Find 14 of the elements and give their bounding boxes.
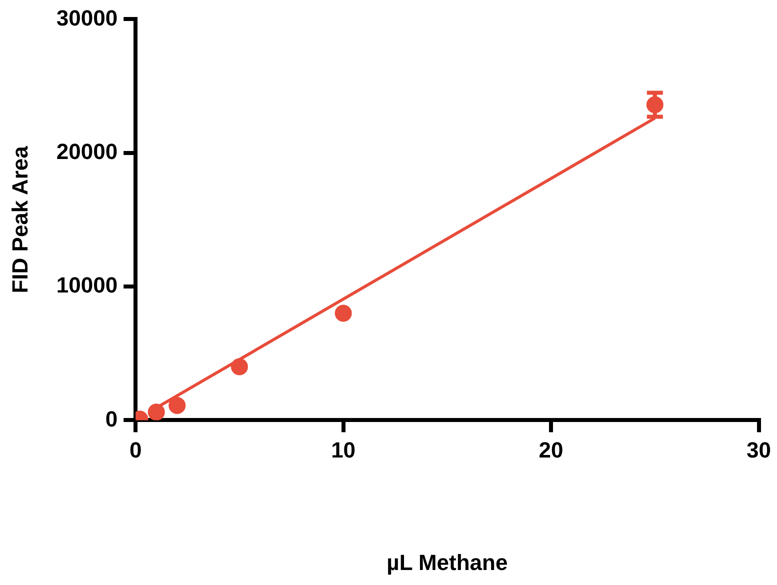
point bbox=[334, 304, 352, 322]
point bbox=[230, 358, 248, 376]
y-tick-label: 10000 bbox=[56, 272, 118, 298]
x-tick-label: 10 bbox=[331, 437, 356, 462]
x-tick-label: 0 bbox=[129, 437, 142, 462]
x-axis-title: µL Methane bbox=[386, 550, 508, 575]
y-axis-title: FID Peak Area bbox=[7, 145, 32, 294]
x-tick-label: 20 bbox=[538, 437, 564, 462]
y-tick-label: 30000 bbox=[56, 5, 118, 30]
y-tick-label: 20000 bbox=[56, 138, 118, 164]
x-tick-label: 30 bbox=[746, 437, 772, 462]
point bbox=[148, 404, 165, 420]
point bbox=[168, 396, 186, 414]
y-tick-label: 0 bbox=[105, 406, 118, 432]
